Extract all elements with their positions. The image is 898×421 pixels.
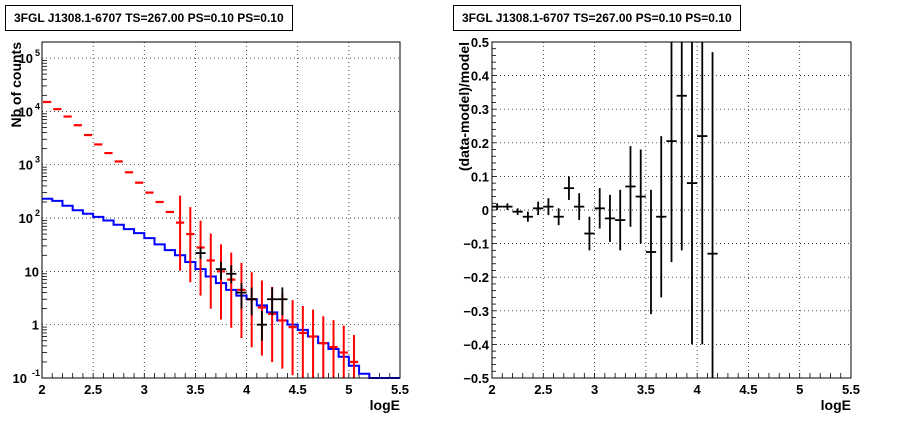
y-axis-label: (data-model)/model bbox=[456, 42, 472, 171]
y-tick-label: −0.4 bbox=[463, 337, 489, 352]
x-tick-label: 2.5 bbox=[84, 382, 102, 397]
y-tick-label: −0.5 bbox=[463, 371, 489, 386]
y-tick-label: 10 bbox=[13, 371, 27, 386]
x-tick-label: 2 bbox=[488, 382, 495, 397]
y-tick-label: 10 bbox=[19, 51, 33, 66]
x-tick-label: 3.5 bbox=[637, 382, 655, 397]
y-tick-label: 0.5 bbox=[471, 35, 489, 50]
y-tick-exponent: 4 bbox=[35, 101, 40, 111]
y-tick-label: 0.2 bbox=[471, 136, 489, 151]
plot-frame bbox=[41, 41, 401, 379]
x-tick-label: 2 bbox=[38, 382, 45, 397]
y-tick-label: −0.2 bbox=[463, 270, 489, 285]
y-tick-label: 0.1 bbox=[471, 169, 489, 184]
plot-frame bbox=[491, 41, 852, 379]
y-tick-label: −0.1 bbox=[463, 237, 489, 252]
y-tick-label: 0.3 bbox=[471, 102, 489, 117]
y-tick-exponent: 5 bbox=[35, 48, 40, 58]
background-model-histogram bbox=[42, 197, 400, 379]
x-tick-label: 5.5 bbox=[391, 382, 409, 397]
x-tick-label: 4.5 bbox=[739, 382, 757, 397]
y-tick-label: 10 bbox=[19, 104, 33, 119]
y-tick-label: 1 bbox=[32, 318, 39, 333]
x-axis-label: logE bbox=[821, 397, 851, 413]
x-tick-label: 5.5 bbox=[842, 382, 860, 397]
x-tick-label: 3 bbox=[141, 382, 148, 397]
y-tick-exponent: 3 bbox=[35, 155, 40, 165]
x-tick-label: 4 bbox=[694, 382, 702, 397]
x-tick-label: 2.5 bbox=[534, 382, 552, 397]
y-tick-exponent: -1 bbox=[32, 368, 40, 378]
y-axis-label: Nb of counts bbox=[8, 42, 24, 128]
y-tick-label: 10 bbox=[19, 158, 33, 173]
counts-chart-title: 3FGL J1308.1-6707 TS=267.00 PS=0.10 PS=0… bbox=[5, 5, 293, 31]
residuals-chart-title: 3FGL J1308.1-6707 TS=267.00 PS=0.10 PS=0… bbox=[453, 5, 741, 31]
y-tick-exponent: 2 bbox=[35, 208, 40, 218]
x-axis-label: logE bbox=[370, 397, 400, 413]
x-tick-label: 3 bbox=[591, 382, 598, 397]
y-tick-label: 10 bbox=[19, 211, 33, 226]
plot-area bbox=[42, 42, 400, 378]
x-tick-label: 4.5 bbox=[289, 382, 307, 397]
y-tick-label: 10 bbox=[25, 264, 39, 279]
x-tick-label: 4 bbox=[243, 382, 251, 397]
y-tick-label: 0 bbox=[482, 203, 489, 218]
x-tick-label: 5 bbox=[345, 382, 352, 397]
x-tick-label: 5 bbox=[796, 382, 803, 397]
residuals-panel: 2 2.5 3 3.5 4 4.5 5 5.5 −0.5 −0.4 −0.3 −0.2 −0.1 0 0.1… bbox=[456, 35, 860, 413]
y-tick-label: −0.3 bbox=[463, 304, 489, 319]
y-tick-label: 0.4 bbox=[471, 69, 490, 84]
x-tick-label: 3.5 bbox=[186, 382, 204, 397]
